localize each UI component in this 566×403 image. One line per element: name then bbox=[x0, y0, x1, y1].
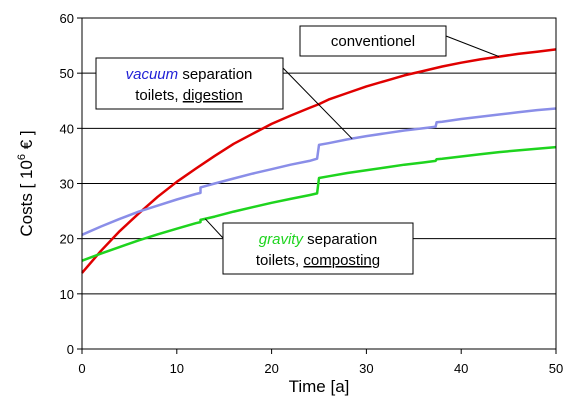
annotation-vacuum-line2a: toilets, bbox=[135, 87, 183, 104]
y-tick-labels: 0 10 20 30 40 50 60 bbox=[60, 11, 82, 357]
annotation-vacuum-rest: separation bbox=[178, 66, 252, 83]
series-line-2 bbox=[81, 145, 557, 262]
y-tick-label: 0 bbox=[67, 342, 74, 357]
y-tick-label: 30 bbox=[60, 177, 74, 192]
y-tick-label: 60 bbox=[60, 11, 74, 26]
annotation-box-gravity bbox=[222, 222, 414, 275]
y-axis-title-suffix: € ] bbox=[17, 130, 36, 154]
x-tick-labels: 0 10 20 30 40 50 bbox=[78, 349, 563, 376]
annotation-gravity-line2b: composting bbox=[303, 252, 380, 269]
x-tick-label: 30 bbox=[359, 361, 373, 376]
annotation-gravity-rest: separation bbox=[303, 231, 377, 248]
annotation-vacuum-line2: toilets, digestion bbox=[135, 87, 243, 104]
annotation-box-conventional bbox=[299, 25, 447, 57]
y-axis-title: Costs [ 106 € ] bbox=[16, 130, 36, 236]
leader-line-vacuum bbox=[282, 67, 353, 140]
annotation-gravity-line2a: toilets, bbox=[256, 252, 304, 269]
annotations: conventionel vacuum separation toilets, … bbox=[95, 25, 500, 275]
y-tick-label: 40 bbox=[60, 121, 74, 136]
annotation-gravity-line2: toilets, composting bbox=[256, 252, 380, 269]
y-axis-title-exponent: 6 bbox=[16, 154, 28, 160]
x-tick-label: 10 bbox=[170, 361, 184, 376]
annotation-vacuum-emph: vacuum bbox=[126, 66, 179, 83]
annotation-vacuum-line1: vacuum separation bbox=[126, 66, 253, 83]
series-line-1 bbox=[81, 107, 557, 236]
y-axis-title-prefix: Costs [ 10 bbox=[17, 160, 36, 237]
x-tick-label: 40 bbox=[454, 361, 468, 376]
annotation-vacuum-line2b: digestion bbox=[183, 87, 243, 104]
x-axis-title: Time [a] bbox=[289, 377, 350, 396]
y-tick-label: 50 bbox=[60, 66, 74, 81]
leader-line-conventional bbox=[445, 35, 500, 58]
annotation-box-vacuum bbox=[95, 57, 284, 110]
leader-line-gravity bbox=[204, 218, 224, 239]
y-tick-label: 10 bbox=[60, 287, 74, 302]
x-tick-label: 0 bbox=[78, 361, 85, 376]
annotation-conventional: conventionel bbox=[331, 33, 415, 50]
annotation-gravity-line1: gravity separation bbox=[259, 231, 377, 248]
y-tick-label: 20 bbox=[60, 232, 74, 247]
annotation-gravity-emph: gravity bbox=[259, 231, 305, 248]
series-line-0 bbox=[81, 48, 557, 274]
x-tick-label: 50 bbox=[549, 361, 563, 376]
x-tick-label: 20 bbox=[264, 361, 278, 376]
series-lines bbox=[81, 48, 557, 274]
